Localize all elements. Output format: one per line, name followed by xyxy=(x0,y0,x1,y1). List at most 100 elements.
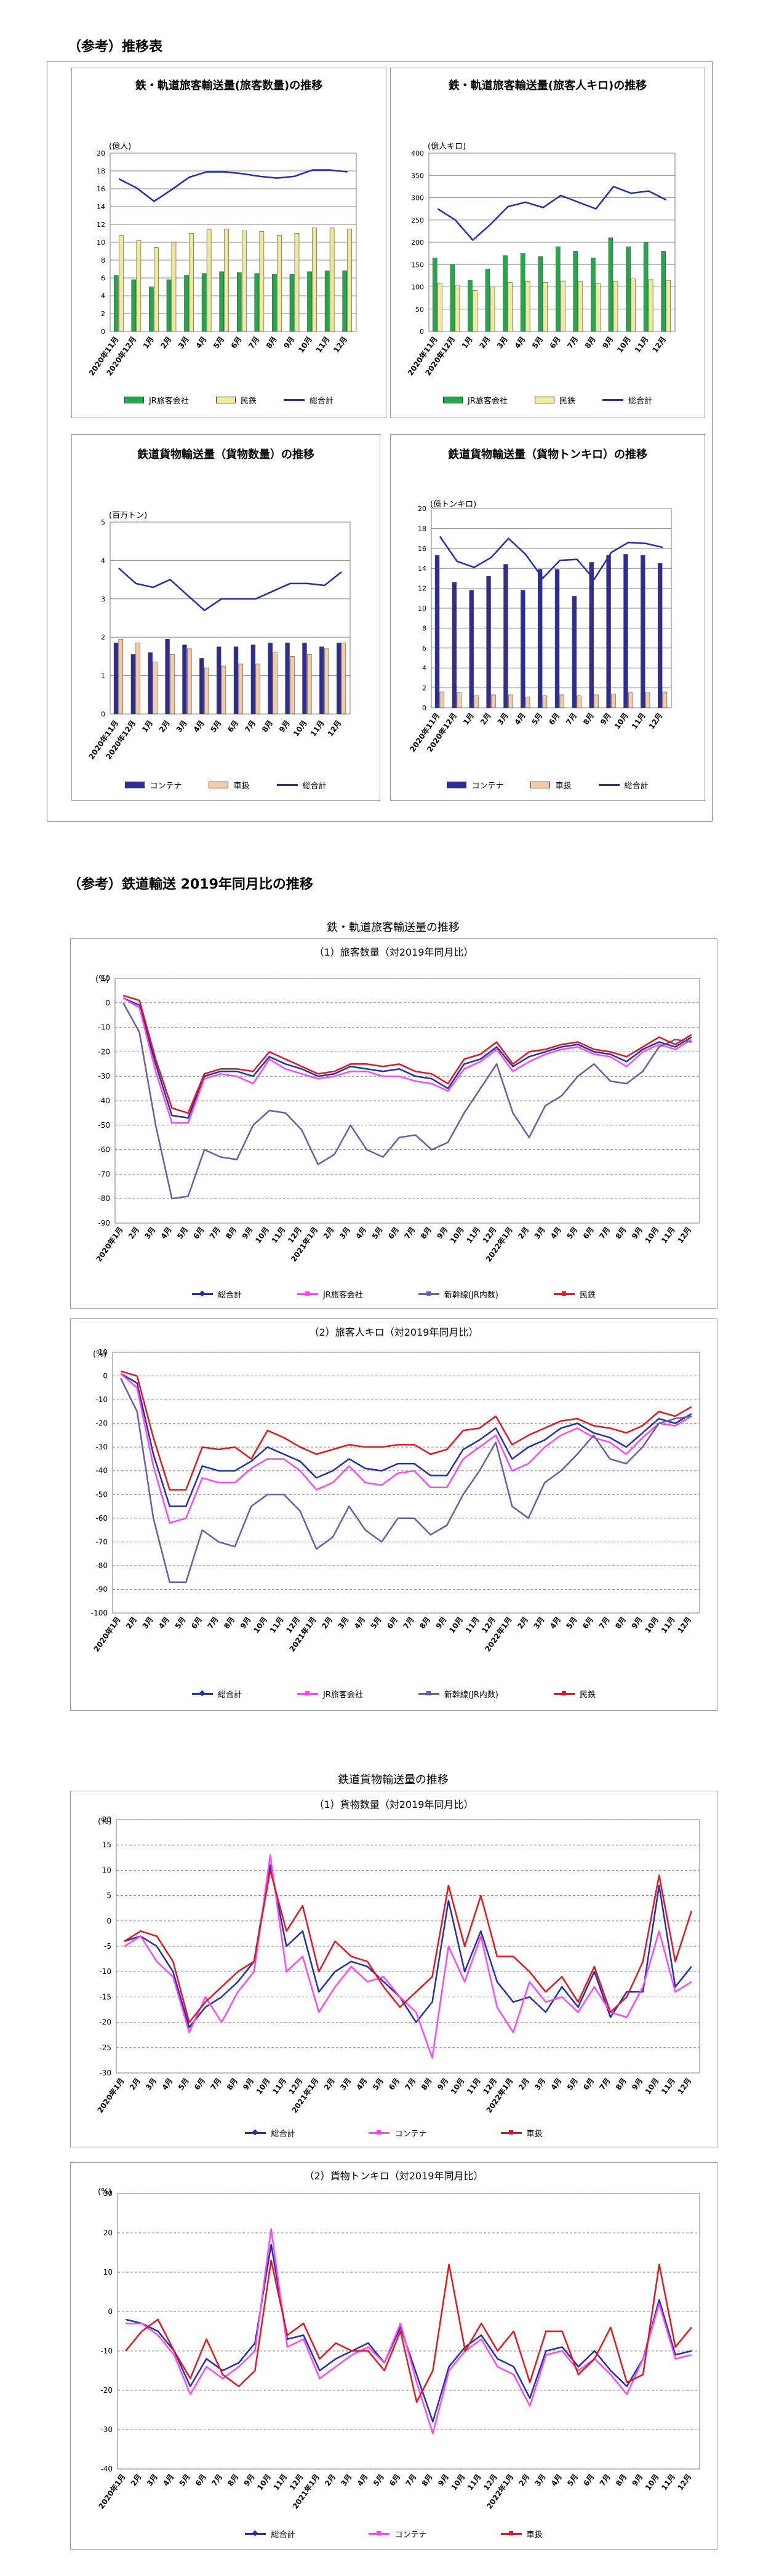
x-tick-label: 1月 xyxy=(461,711,476,727)
x-tick-label: 10月 xyxy=(255,2077,272,2096)
legend-label: 民鉄 xyxy=(579,1291,596,1300)
bar-p1-s0-3 xyxy=(166,279,172,332)
panel-p4: 鉄道貨物輸送量（貨物トンキロ）の推移 (億トンキロ) 0 2 4 6 8 10 12 14 16… xyxy=(390,434,705,801)
legend-item-p1-0: JR旅客会社 xyxy=(124,394,189,406)
x-tick-label: 7月 xyxy=(403,1226,417,1241)
legend-item-l1-1: JR旅客会社 xyxy=(297,1288,363,1300)
y-tick-label: 14 xyxy=(97,203,105,211)
legend-item-p3-0: コンテナ xyxy=(125,779,182,791)
bar-p1-s0-11 xyxy=(307,271,312,332)
series-line-p4-0 xyxy=(439,536,663,581)
x-tick-label: 9月 xyxy=(434,1615,449,1631)
x-tick-label: 1月 xyxy=(142,335,156,351)
y-tick-label: 20 xyxy=(97,149,105,157)
bar-p3-s0-9 xyxy=(268,643,273,715)
panel-l2-unit: (%) xyxy=(93,1350,107,1359)
x-tick-label: 4月 xyxy=(353,1615,367,1631)
chart-l2-svg: 10 0 -10 -20 -30 -40 -50 -60 -70 -80 -90 -1002020年1… xyxy=(91,1348,700,1654)
legend-swatch-bar xyxy=(215,397,236,403)
x-tick-label: 4月 xyxy=(192,719,206,734)
x-tick-label: 6月 xyxy=(193,2077,207,2092)
x-tick-label: 4月 xyxy=(549,2473,564,2488)
bar-p2-s0-6 xyxy=(538,256,543,332)
x-tick-label: 11月 xyxy=(309,719,326,739)
legend-swatch-line xyxy=(283,399,305,401)
legend-label: 車扱 xyxy=(526,2530,543,2540)
x-tick-label: 6月 xyxy=(387,2077,401,2092)
legend-item-l1-0: 総合計 xyxy=(192,1288,242,1300)
bar-p1-s0-6 xyxy=(219,271,225,332)
x-tick-label: 2020年1月 xyxy=(97,2472,127,2510)
x-tick-label: 7月 xyxy=(402,1615,416,1631)
y-tick-label: -70 xyxy=(95,1537,108,1546)
legend-swatch-bar xyxy=(530,782,551,788)
legend-item-p4-1: 車扱 xyxy=(530,779,572,791)
x-tick-label: 10月 xyxy=(643,1615,660,1635)
x-tick-label: 6月 xyxy=(547,711,561,727)
y-tick-label: -30 xyxy=(100,2425,113,2434)
chart-p2-svg: 0501001502002503003504002020年11月2020年12月… xyxy=(405,149,676,377)
legend-item-l4-0: 総合計 xyxy=(245,2528,295,2540)
x-tick-label: 2020年1月 xyxy=(94,1225,125,1263)
bar-p2-s1-5 xyxy=(525,281,530,332)
bar-p4-s1-8 xyxy=(577,696,581,708)
x-tick-label: 4月 xyxy=(354,2077,369,2092)
y-tick-label: -90 xyxy=(95,1585,108,1593)
x-tick-label: 9月 xyxy=(282,335,296,351)
x-tick-label: 5月 xyxy=(178,2473,192,2488)
y-tick-label: 4 xyxy=(422,664,426,672)
bar-p1-s1-10 xyxy=(294,233,300,332)
x-tick-label: 8月 xyxy=(614,1226,628,1241)
legend-swatch-line xyxy=(245,2129,266,2136)
legend-item-p1-2: 総合計 xyxy=(283,394,334,406)
x-tick-label: 11月 xyxy=(660,2473,677,2492)
panel-p3-title: 鉄道貨物輸送量（貨物数量）の推移 xyxy=(137,448,314,461)
bar-p1-s1-0 xyxy=(118,235,124,332)
legend-swatch-bar xyxy=(534,397,554,403)
bar-p1-s0-4 xyxy=(184,275,189,332)
legend-label: 総合計 xyxy=(302,782,327,791)
bar-p1-s0-8 xyxy=(254,273,260,332)
legend-label: コンテナ xyxy=(394,2530,427,2540)
y-tick-label: -5 xyxy=(104,1942,111,1951)
x-tick-label: 3月 xyxy=(496,711,510,727)
y-tick-label: -15 xyxy=(99,1992,111,2001)
x-tick-label: 1月 xyxy=(140,719,154,734)
legend-marker xyxy=(199,1690,206,1697)
legend-label: 総合計 xyxy=(218,1291,242,1300)
y-tick-label: 2 xyxy=(101,633,105,641)
bar-p4-s0-7 xyxy=(554,569,560,708)
legend-l4: 総合計 コンテナ 車扱 xyxy=(71,2528,717,2540)
legend-item-l2-2: 新幹線(JR内数) xyxy=(418,1688,498,1700)
y-tick-label: 10 xyxy=(101,974,110,983)
legend-swatch-line xyxy=(192,1690,214,1697)
legend-swatch-line xyxy=(369,2130,390,2134)
legend-item-p4-0: コンテナ xyxy=(447,779,503,791)
bar-p4-s0-4 xyxy=(503,564,508,708)
series-line-l1-3 xyxy=(122,994,692,1114)
bar-p2-s0-13 xyxy=(661,251,666,332)
bar-p3-s1-2 xyxy=(153,662,158,715)
bar-p4-s1-1 xyxy=(457,692,461,708)
bar-p3-s1-13 xyxy=(341,643,346,715)
legend-label: 車扱 xyxy=(526,2130,543,2139)
x-tick-label: 7月 xyxy=(404,2473,418,2488)
legend-label: JR旅客会社 xyxy=(323,1291,363,1300)
bar-p3-s0-7 xyxy=(233,646,239,715)
bar-p1-s1-13 xyxy=(347,228,353,332)
series-line-l4-2 xyxy=(125,2259,692,2403)
x-tick-label: 11月 xyxy=(271,2077,288,2096)
bar-p3-s1-11 xyxy=(307,654,312,715)
bar-p4-s0-3 xyxy=(486,576,491,708)
y-tick-label: -10 xyxy=(98,1023,110,1032)
bar-p2-s1-10 xyxy=(613,281,618,332)
x-tick-label: 6月 xyxy=(388,2473,402,2488)
legend-swatch-line xyxy=(245,2530,266,2537)
bar-p1-s0-2 xyxy=(149,287,154,332)
x-tick-label: 7月 xyxy=(243,719,257,734)
bar-p3-s0-13 xyxy=(336,643,342,715)
x-tick-label: 9月 xyxy=(436,2473,450,2488)
y-tick-label: 18 xyxy=(97,167,105,175)
y-tick-label: 30 xyxy=(103,2189,113,2198)
